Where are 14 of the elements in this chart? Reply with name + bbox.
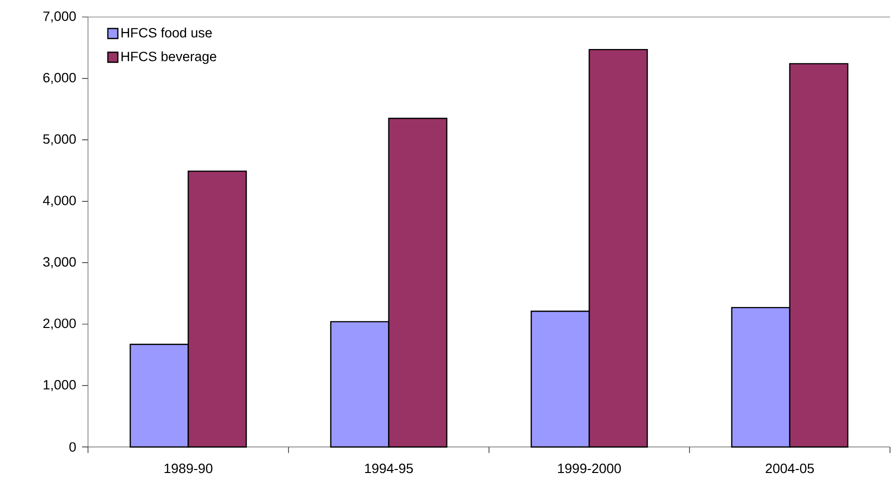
- x-tick-label: 1994-95: [365, 464, 413, 474]
- y-tick-label: 6,000: [43, 72, 76, 84]
- y-tick-label: 0: [69, 442, 76, 452]
- y-tick-label: 7,000: [43, 11, 76, 23]
- x-tick-label: 1989-90: [164, 464, 212, 474]
- y-tick-label: 4,000: [42, 196, 76, 207]
- x-tick-label: 1999-2000: [558, 464, 621, 474]
- y-tick-label: 3,000: [43, 257, 76, 268]
- y-tick-label: 2,000: [43, 318, 76, 330]
- legend-label: HFCS beverage: [122, 51, 216, 64]
- y-tick-label: 5,000: [43, 134, 76, 146]
- legend-label: HFCS food use: [122, 28, 212, 38]
- y-tick-label: 1,000: [44, 380, 76, 392]
- x-tick-label: 2004-05: [766, 464, 814, 474]
